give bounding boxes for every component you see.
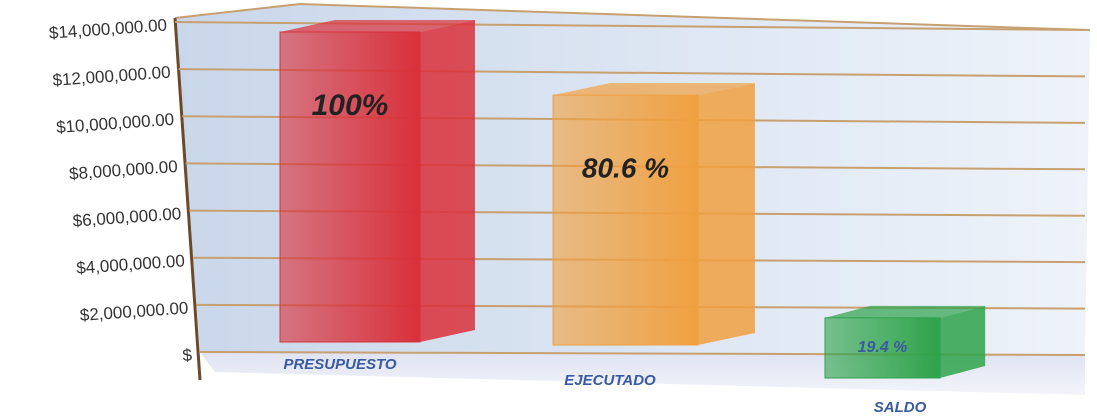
top-edge	[299, 3, 1091, 31]
y-tick-label: $2,000,000.00	[79, 298, 189, 325]
y-tick-label: $6,000,000.00	[72, 204, 182, 231]
bar	[552, 83, 755, 346]
y-tick-label: $14,000,000.00	[48, 16, 167, 43]
y-tick-label: $8,000,000.00	[69, 157, 179, 184]
top-edge	[174, 3, 301, 19]
bar-top	[280, 20, 475, 32]
bar-top	[553, 83, 755, 96]
bar-side	[420, 20, 475, 342]
bar-label: 80.6 %	[582, 153, 669, 184]
bar-front	[279, 31, 421, 343]
bar-front	[824, 317, 941, 379]
y-axis	[173, 17, 202, 381]
bar	[824, 305, 986, 379]
y-tick-label: $	[182, 345, 193, 365]
y-tick-label: $12,000,000.00	[52, 63, 171, 90]
bar-label: 100%	[312, 89, 389, 122]
y-tick-label: $10,000,000.00	[56, 110, 175, 137]
bar-side	[940, 305, 986, 378]
bar-side	[698, 83, 755, 345]
bar-front	[552, 94, 699, 346]
y-tick-label: $4,000,000.00	[76, 251, 186, 278]
x-tick-label: EJECUTADO	[564, 372, 656, 389]
bar	[279, 20, 475, 343]
bar-label: 19.4 %	[858, 339, 908, 356]
x-tick-label: PRESUPUESTO	[283, 356, 396, 373]
x-tick-label: SALDO	[874, 399, 927, 416]
bar-top	[825, 305, 986, 318]
